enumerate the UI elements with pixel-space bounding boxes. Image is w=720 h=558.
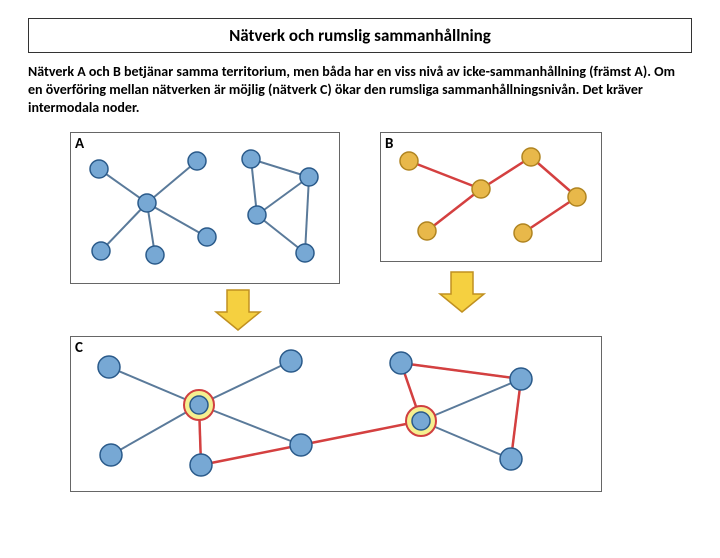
- panel-a: A: [70, 132, 340, 284]
- description-text: Nätverk A och B betjänar samma territori…: [28, 63, 692, 118]
- page-title: Nätverk och rumslig sammanhållning: [229, 25, 491, 46]
- network-b-svg: [381, 133, 601, 261]
- network-a-svg: [71, 133, 339, 283]
- panel-c: C: [70, 336, 602, 492]
- panel-b: B: [380, 132, 602, 262]
- network-c-svg: [71, 337, 601, 491]
- title-bar: Nätverk och rumslig sammanhållning: [28, 18, 692, 53]
